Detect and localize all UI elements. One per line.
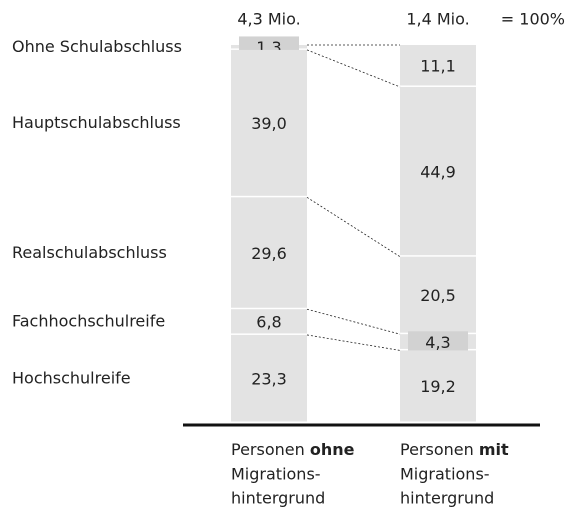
bar-label-line: Migrations-	[400, 465, 490, 484]
connector	[306, 196, 401, 258]
segment	[231, 334, 307, 422]
bar-label-line: Migrations-	[231, 465, 321, 484]
value-label: 11,1	[420, 56, 456, 75]
total-label: 1,4 Mio.	[406, 10, 469, 29]
connector	[306, 334, 401, 351]
value-label: 29,6	[251, 244, 287, 263]
value-label: 6,8	[256, 313, 281, 332]
category-label: Fachhochschulreife	[12, 312, 165, 331]
value-label: 19,2	[420, 377, 456, 396]
category-label: Hauptschulabschluss	[12, 113, 181, 132]
bar-label-bold: ohne	[310, 440, 355, 459]
bar-label-prefix: Personen	[231, 440, 305, 459]
category-label: Hochschulreife	[12, 368, 131, 387]
label-highlight	[408, 331, 468, 354]
bar-label-line: hintergrund	[231, 489, 325, 508]
connector	[306, 49, 401, 88]
segment	[400, 86, 476, 256]
segment	[231, 49, 307, 196]
segment	[231, 197, 307, 308]
value-label: 20,5	[420, 286, 456, 305]
bar-label: Personen mit	[400, 440, 509, 459]
segment	[231, 309, 307, 334]
segment	[400, 256, 476, 333]
category-label: Ohne Schulabschluss	[12, 37, 182, 56]
value-label: 44,9	[420, 162, 456, 181]
category-label: Realschulabschluss	[12, 243, 167, 262]
total-note: = 100%	[501, 10, 565, 29]
value-label: 4,3	[425, 333, 450, 352]
value-label: 23,3	[251, 369, 287, 388]
segment	[400, 45, 476, 86]
value-label: 39,0	[251, 114, 287, 133]
bar-label-prefix: Personen	[400, 440, 474, 459]
bar-label-line: hintergrund	[400, 489, 494, 508]
connector	[306, 308, 401, 335]
total-label: 4,3 Mio.	[237, 10, 300, 29]
segment	[400, 350, 476, 422]
bar-label-bold: mit	[479, 440, 509, 459]
bar-label: Personen ohne	[231, 440, 355, 459]
